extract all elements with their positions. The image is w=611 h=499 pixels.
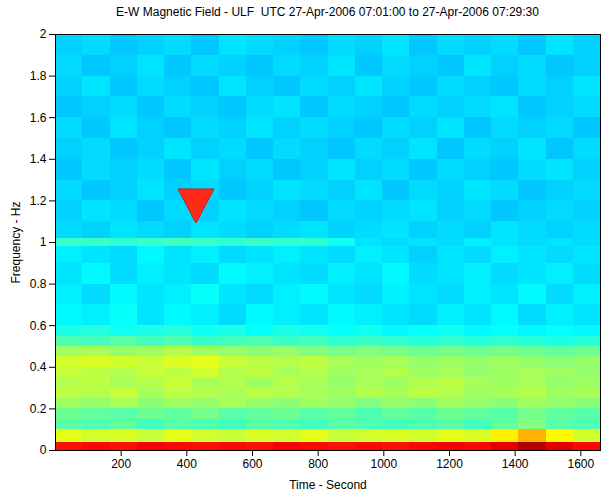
svg-text:1.2: 1.2 xyxy=(30,194,47,208)
svg-text:1400: 1400 xyxy=(502,457,529,471)
svg-text:1600: 1600 xyxy=(567,457,594,471)
svg-text:1: 1 xyxy=(40,235,47,249)
svg-text:1.8: 1.8 xyxy=(30,69,47,83)
svg-text:Frequency - Hz: Frequency - Hz xyxy=(9,201,23,283)
svg-text:0.4: 0.4 xyxy=(30,360,47,374)
svg-text:400: 400 xyxy=(177,457,197,471)
svg-text:2: 2 xyxy=(40,27,47,41)
svg-text:1.6: 1.6 xyxy=(30,111,47,125)
svg-text:800: 800 xyxy=(308,457,328,471)
svg-text:0.8: 0.8 xyxy=(30,277,47,291)
svg-text:200: 200 xyxy=(111,457,131,471)
svg-text:1200: 1200 xyxy=(436,457,463,471)
svg-text:0: 0 xyxy=(40,443,47,457)
svg-text:1.4: 1.4 xyxy=(30,152,47,166)
html-text:E-W Magnetic Field - ULF UTC 2: E-W Magnetic Field - ULF UTC 27-Apr-2006… xyxy=(116,5,539,19)
svg-text:Time - Second: Time - Second xyxy=(289,478,367,492)
svg-text:0.6: 0.6 xyxy=(30,319,47,333)
svg-text:0.2: 0.2 xyxy=(30,402,47,416)
svg-text:1000: 1000 xyxy=(370,457,397,471)
svg-text:600: 600 xyxy=(242,457,262,471)
